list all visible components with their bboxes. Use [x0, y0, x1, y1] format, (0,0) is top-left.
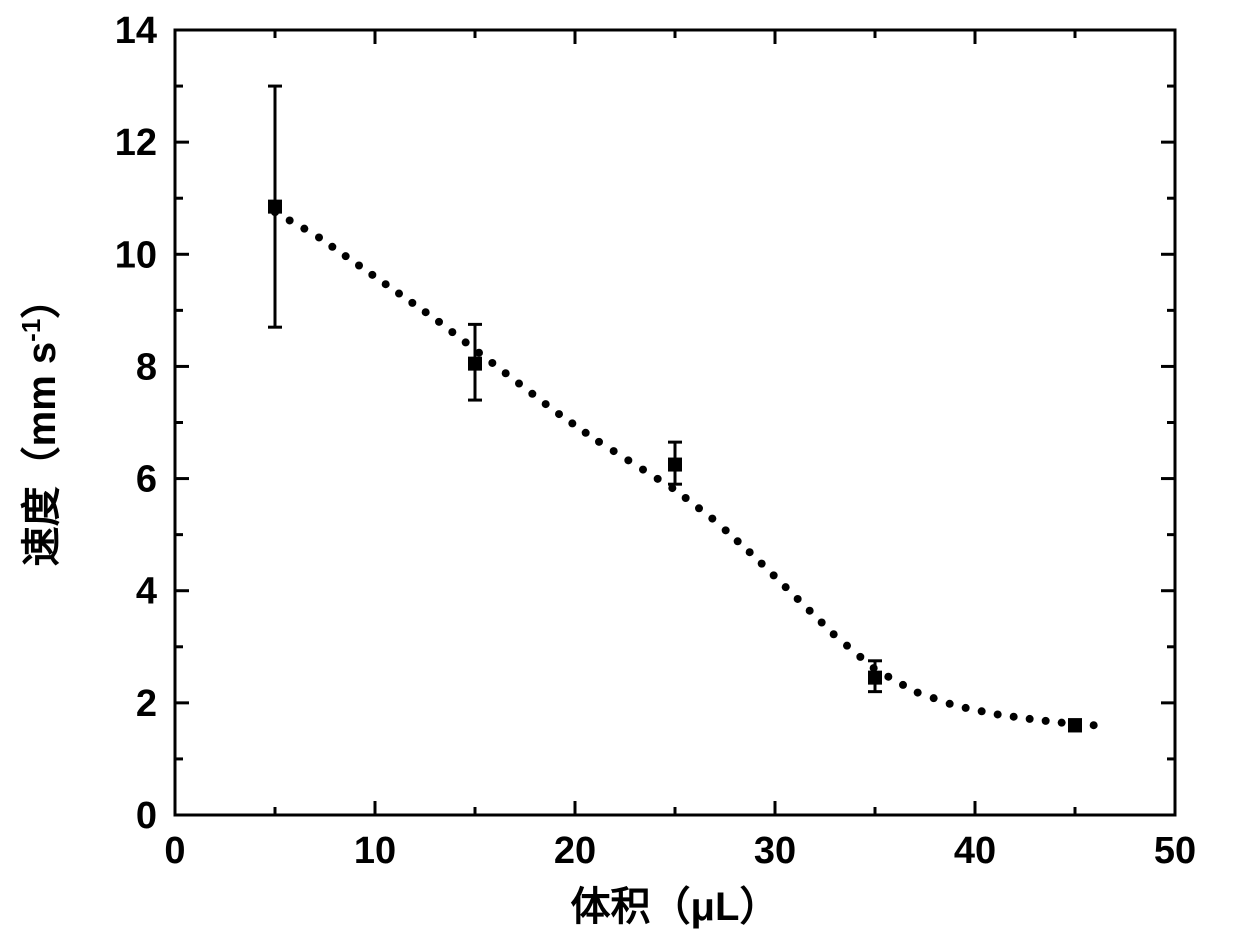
- y-tick-label: 8: [136, 346, 157, 388]
- x-tick-label: 10: [354, 830, 396, 872]
- x-axis-label: 体积（μL）: [571, 885, 780, 929]
- fit-curve: [271, 208, 1098, 729]
- x-tick-label: 40: [954, 830, 996, 872]
- y-tick-label: 10: [115, 234, 157, 276]
- data-marker: [668, 458, 682, 472]
- chart-svg: 0 10 20 30 40 50 0 2 4 6 8 10 12 14 体积（μL） 速度（mm s-1）: [0, 0, 1240, 938]
- y-axis-label: 速度（mm s-1）: [16, 279, 64, 567]
- x-tick-label: 20: [554, 830, 596, 872]
- scatter-chart: 0 10 20 30 40 50 0 2 4 6 8 10 12 14 体积（μL） 速度（mm s-1）: [0, 0, 1240, 938]
- y-tick-label: 14: [115, 10, 157, 52]
- y-tick-label: 6: [136, 459, 157, 501]
- y-tick-label: 12: [115, 122, 157, 164]
- y-tick-label: 4: [136, 571, 157, 613]
- x-tick-label: 0: [164, 830, 185, 872]
- x-tick-label: 30: [754, 830, 796, 872]
- y-tick-label: 0: [136, 795, 157, 837]
- data-marker: [268, 200, 282, 214]
- data-marker: [468, 357, 482, 371]
- x-tick-label: 50: [1154, 830, 1196, 872]
- y-tick-label: 2: [136, 683, 157, 725]
- data-marker: [868, 671, 882, 685]
- data-marker: [1068, 718, 1082, 732]
